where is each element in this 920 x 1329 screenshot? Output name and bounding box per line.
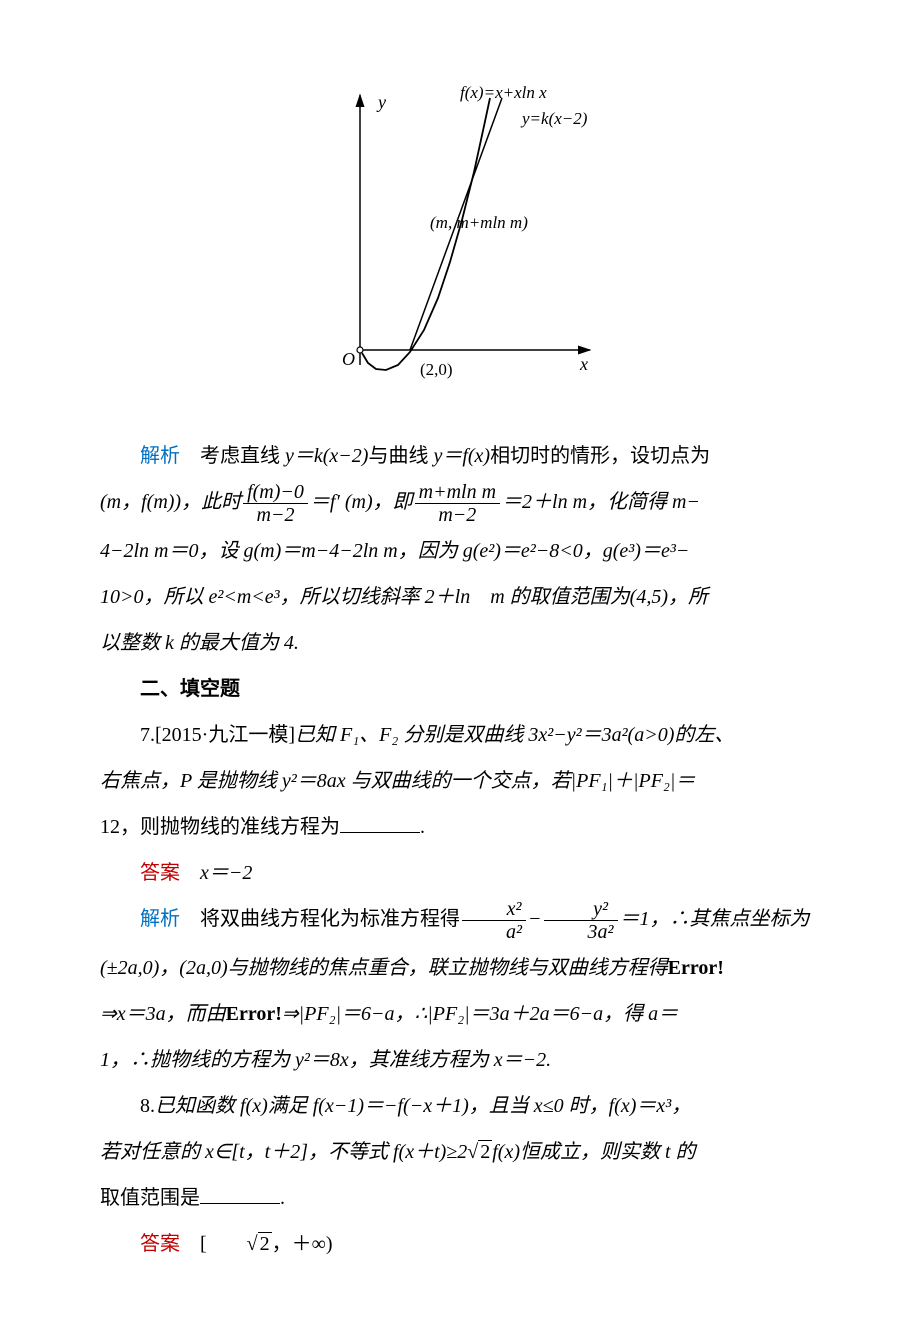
error-text: Error! [226,1003,282,1025]
solution-para-4: 10>0，所以 e²<m<e³，所以切线斜率 2＋ln m 的取值范围为(4,5… [100,576,820,618]
text: 考虑直线 [180,445,285,467]
q-number: 8. [140,1095,155,1117]
function-graph: f(x)=x+xln x y=k(x−2) (m, m+mln m) Ox y (2,0) [290,80,630,400]
numer: m+mln m [415,481,500,504]
text: (m，f(m))，此时 [100,491,241,513]
text: 将双曲线方程化为标准方程得 [180,908,460,930]
text: ＝1，∴其焦点坐标为 [620,908,810,930]
svg-text:y: y [376,92,386,112]
q7-answer: 答案 x＝−2 [100,852,820,894]
solution-para-1: 解析 考虑直线 y＝k(x−2)与曲线 y＝f(x)相切时的情形，设切点为 [100,435,820,477]
sqrt: 2 [207,1223,272,1265]
denom: m−2 [243,504,308,526]
numer: x² [462,898,526,921]
q7-solution-l1: 解析 将双曲线方程化为标准方程得x²a²−y²3a²＝1，∴其焦点坐标为 [100,898,820,943]
svg-text:y=k(x−2): y=k(x−2) [520,109,588,128]
error-text: Error! [668,957,724,979]
text: (±2a,0)，(2a,0)与抛物线的焦点重合，联立抛物线与双曲线方程得 [100,957,668,979]
sqrt: 2 [467,1131,492,1173]
q-number: 7. [140,724,155,746]
text: 以整数 k 的最大值为 4. [100,632,299,654]
solution-label: 解析 [140,445,180,467]
q-tag: [2015·九江一模] [155,724,295,746]
text: [ [200,1233,207,1255]
denom: 3a² [544,921,618,943]
denom: a² [462,921,526,943]
text: 已知 F₁、F₂ 分别是双曲线 3x²−y²＝3a²(a>0)的左、 [295,724,734,746]
text: 已知函数 f(x)满足 f(x−1)＝−f(−x＋1)，且当 x≤0 时，f(x… [155,1095,691,1117]
q7-line2: 右焦点，P 是抛物线 y²＝8ax 与双曲线的一个交点，若|PF₁|＋|PF₂|… [100,760,820,802]
q7-solution-l2: (±2a,0)，(2a,0)与抛物线的焦点重合，联立抛物线与双曲线方程得Erro… [100,947,820,989]
svg-text:x: x [579,354,588,374]
solution-para-2: (m，f(m))，此时f(m)−0m−2＝f′ (m)，即m+mln mm−2＝… [100,481,820,526]
fraction: f(m)−0m−2 [243,481,308,526]
q8-answer: 答案 [2，＋∞) [100,1223,820,1265]
text: 取值范围是 [100,1187,200,1209]
q7-solution-l4: 1，∴抛物线的方程为 y²＝8x，其准线方程为 x＝−2. [100,1039,820,1081]
eq: y＝f(x) [433,445,490,467]
text: 10>0，所以 e²<m<e³，所以切线斜率 2＋ln m 的取值范围为(4,5… [100,586,708,608]
answer-value: x＝−2 [200,862,252,884]
text: 12，则抛物线的准线方程为 [100,816,340,838]
q8-line1: 8.已知函数 f(x)满足 f(x−1)＝−f(−x＋1)，且当 x≤0 时，f… [100,1085,820,1127]
fraction: y²3a² [544,898,618,943]
eq: ＝f′ (m)，即 [310,491,413,513]
svg-text:(2,0): (2,0) [420,360,453,379]
text: ，＋∞) [272,1233,333,1255]
text: 已知 F₁、F₂ 分别是双曲线 3x²−y²＝3a²(a>0)的左、 [295,724,734,746]
fraction: m+mln mm−2 [415,481,500,526]
text: 4−2ln m＝0，设 g(m)＝m−4−2ln m，因为 g(e²)＝e²−8… [100,540,689,562]
section-heading: 二、填空题 [100,668,820,710]
answer-label: 答案 [140,1233,180,1255]
text: 与曲线 [368,445,433,467]
answer-value: [2，＋∞) [200,1233,333,1255]
eq: ＝2＋ln m，化简得 m− [502,491,700,513]
page: f(x)=x+xln x y=k(x−2) (m, m+mln m) Ox y (2,0)… [0,0,920,1329]
numer: f(m)−0 [243,481,308,504]
minus: − [528,908,542,930]
fraction: x²a² [462,898,526,943]
answer-label: 答案 [140,862,180,884]
q7-line1: 7.[2015·九江一模]已知 F₁、F₂ 分别是双曲线 3x²−y²＝3a²(… [100,714,820,756]
solution-label: 解析 [140,908,180,930]
denom: m−2 [415,504,500,526]
radicand: 2 [478,1140,492,1163]
text: . [420,816,425,838]
svg-text:O: O [342,349,355,369]
text: 若对任意的 x∈[t，t＋2]，不等式 f(x＋t)≥2 [100,1141,467,1163]
diagram-container: f(x)=x+xln x y=k(x−2) (m, m+mln m) Ox y (2,0) [100,80,820,415]
svg-text:f(x)=x+xln x: f(x)=x+xln x [460,83,547,102]
text: . [280,1187,285,1209]
solution-para-5: 以整数 k 的最大值为 4. [100,622,820,664]
blank-line [200,1203,280,1204]
q7-solution-l3: ⇒x＝3a，而由Error!⇒|PF₂|＝6−a，∴|PF₂|＝3a＋2a＝6−… [100,993,820,1035]
text: ⇒|PF₂|＝6−a，∴|PF₂|＝3a＋2a＝6−a，得 a＝ [282,1003,678,1025]
blank-line [340,832,420,833]
q7-line3: 12，则抛物线的准线方程为. [100,806,820,848]
q8-line2: 若对任意的 x∈[t，t＋2]，不等式 f(x＋t)≥2 2f(x)恒成立，则实数… [100,1131,820,1173]
section-label: 二、填空题 [140,678,240,700]
radicand: 2 [258,1232,272,1255]
q8-line3: 取值范围是. [100,1177,820,1219]
numer: y² [544,898,618,921]
text: 1，∴抛物线的方程为 y²＝8x，其准线方程为 x＝−2. [100,1049,551,1071]
text: ⇒x＝3a，而由 [100,1003,226,1025]
solution-para-3: 4−2ln m＝0，设 g(m)＝m−4−2ln m，因为 g(e²)＝e²−8… [100,530,820,572]
text: f(x)恒成立，则实数 t 的 [492,1141,695,1163]
text: 右焦点，P 是抛物线 y²＝8ax 与双曲线的一个交点，若|PF₁|＋|PF₂|… [100,770,695,792]
eq: y＝k(x−2) [285,445,368,467]
text: 相切时的情形，设切点为 [490,445,710,467]
svg-text:(m, m+mln m): (m, m+mln m) [430,213,528,232]
